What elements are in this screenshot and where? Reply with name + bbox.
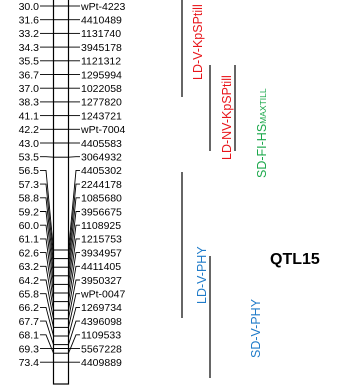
position-connector [40, 183, 54, 259]
marker-label: 1085680 [81, 193, 122, 205]
marker-connector [68, 252, 80, 302]
marker-connector [68, 183, 80, 259]
position-label: 58.8 [19, 193, 40, 205]
position-label: 62.6 [19, 247, 40, 259]
marker-connector [68, 211, 80, 276]
marker-connectors [40, 5, 80, 363]
marker-label: 1277820 [81, 97, 122, 109]
marker-connector [68, 238, 80, 294]
marker-label: 3950327 [81, 275, 122, 287]
marker-label: 4405302 [81, 165, 122, 177]
marker-label: 3064932 [81, 152, 122, 164]
position-label: 64.2 [19, 275, 40, 287]
marker-label: wPt-0047 [80, 289, 126, 301]
qtl-label-sd-v-phy: SD-V-PHY [249, 298, 263, 358]
marker-label: 4411405 [81, 261, 121, 273]
position-label: 63.2 [19, 261, 40, 273]
position-connector [40, 169, 54, 251]
position-connector [40, 156, 54, 158]
position-connector [40, 306, 54, 337]
qtl-label-maxtill-part: MAXTILL [258, 88, 268, 124]
position-label: 42.2 [19, 124, 40, 136]
qtl-title: QTL15 [270, 251, 320, 268]
marker-label: 4409889 [81, 357, 122, 369]
position-connector [40, 293, 54, 328]
position-connector [40, 252, 54, 302]
position-label: 68.1 [19, 330, 40, 342]
marker-connector [68, 197, 80, 268]
position-label: 60.0 [19, 220, 40, 232]
marker-label: 1022058 [81, 83, 122, 95]
position-label: 57.3 [19, 179, 40, 191]
position-label: 33.2 [19, 28, 40, 40]
qtl-label-sd-fi-hs-part: SD-FI-HS [255, 124, 269, 178]
position-label: 65.8 [19, 289, 40, 301]
qtl-label-ld-v-kpsptill: LD-V-KpSPtill [191, 4, 205, 80]
marker-connector [68, 156, 80, 158]
marker-label: 3934957 [81, 247, 122, 259]
position-connector [40, 238, 54, 294]
position-label: 38.3 [19, 97, 40, 109]
position-label: 36.7 [19, 69, 40, 81]
marker-ticks [53, 5, 69, 363]
marker-label: 1269734 [81, 302, 122, 314]
marker-connector [68, 169, 80, 251]
position-label: 41.1 [19, 110, 40, 122]
marker-label: 4405583 [81, 138, 122, 150]
position-connector [40, 279, 54, 319]
marker-label: 5567228 [81, 343, 122, 355]
qtl-label-ld-nv-kpsptill: LD-NV-KpSPtill [220, 75, 234, 160]
position-label: 59.2 [19, 206, 40, 218]
marker-label: 1109533 [81, 330, 121, 342]
marker-label: 3956675 [81, 206, 122, 218]
marker-label: 3945178 [81, 42, 122, 54]
marker-connector [68, 293, 80, 328]
marker-label: 2244178 [81, 179, 122, 191]
position-label: 61.1 [19, 234, 40, 246]
qtl-label-sd-fi-hsmaxtill: SD-FI-HSMAXTILL [255, 88, 269, 178]
position-label: 67.7 [19, 316, 40, 328]
position-label: 37.0 [19, 83, 40, 95]
position-label: 66.2 [19, 302, 40, 314]
position-labels: 30.0 31.633.2 34.3 35.536.7 37.0 38.341.1 42.2… [19, 1, 40, 369]
position-connector [40, 320, 54, 345]
marker-connector [68, 334, 80, 354]
position-label: 31.6 [19, 15, 40, 27]
marker-connector [68, 224, 80, 285]
marker-label: 1243721 [81, 110, 122, 122]
qtl-label-ld-v-phy: LD-V-PHY [195, 246, 209, 304]
marker-connector [68, 279, 80, 319]
marker-label: 1121312 [81, 56, 121, 68]
marker-label: 1108925 [81, 220, 121, 232]
position-connector [40, 334, 54, 354]
position-label: 35.5 [19, 56, 40, 68]
marker-connector [68, 320, 80, 345]
marker-connector [68, 265, 80, 311]
marker-label: 1295994 [81, 69, 122, 81]
position-label: 56.5 [19, 165, 40, 177]
position-connector [40, 197, 54, 268]
marker-label: wPt-4223 [80, 1, 126, 13]
marker-label: 4410489 [81, 15, 122, 27]
marker-label: 1131740 [81, 28, 121, 40]
marker-connector [68, 306, 80, 337]
position-label: 30.0 [19, 1, 40, 13]
chromosome-bar [52, 0, 70, 385]
marker-label: wPt-7004 [80, 124, 126, 136]
position-label: 53.5 [19, 152, 40, 164]
position-connector [40, 224, 54, 285]
marker-label: 4396098 [81, 316, 122, 328]
position-connector [40, 211, 54, 276]
position-label: 69.3 [19, 343, 40, 355]
marker-label: 1215753 [81, 234, 122, 246]
position-label: 34.3 [19, 42, 40, 54]
position-connector [40, 265, 54, 311]
position-label: 43.0 [19, 138, 40, 150]
position-label: 73.4 [19, 357, 40, 369]
